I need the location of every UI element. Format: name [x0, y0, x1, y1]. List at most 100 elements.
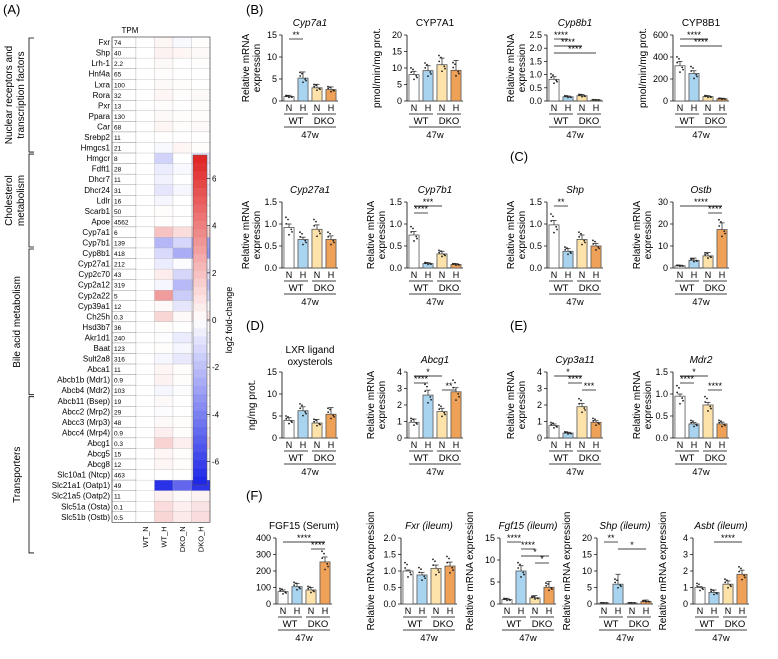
- data-point: [690, 65, 692, 68]
- tpm-value: 19: [114, 399, 122, 406]
- heatmap-cell: [172, 110, 192, 122]
- heatmap-cell: [172, 342, 192, 354]
- y-tick-label: 0: [397, 433, 402, 443]
- x-tick-label: N: [314, 270, 321, 280]
- x-tick-label: H: [453, 270, 460, 280]
- data-point: [455, 399, 457, 402]
- data-point: [313, 83, 315, 86]
- data-point: [598, 247, 600, 250]
- group-label-dko: DKO: [314, 283, 335, 294]
- y-tick-label: 0.5: [389, 241, 402, 251]
- y-tick-label: 2: [537, 400, 542, 410]
- y-tick-label: 200: [256, 566, 271, 576]
- colorbar-segment: [193, 262, 207, 272]
- heatmap-gene-label: Hmgcs1: [81, 144, 111, 153]
- data-point: [438, 249, 440, 252]
- heatmap-cell: [135, 110, 155, 122]
- significance-label: *: [540, 554, 544, 564]
- data-point: [455, 74, 457, 77]
- y-tick-label: 400: [653, 52, 668, 62]
- y-axis-label: pmol/min/mg prot.: [638, 28, 649, 108]
- heatmap-cell: [154, 511, 174, 523]
- heatmap-gene-label: Fxr: [98, 38, 110, 47]
- y-axis-label: Relative mRNA expression: [465, 512, 476, 631]
- heatmap-cell: [172, 363, 192, 375]
- heatmap-column-label: WT_N: [141, 526, 150, 547]
- y-tick-label: 0.5: [383, 583, 396, 593]
- heatmap-cell: [172, 216, 192, 228]
- data-point: [597, 246, 600, 248]
- chart-title: CYP8B1: [682, 18, 721, 29]
- data-point: [537, 597, 539, 600]
- tpm-value: 316: [114, 357, 125, 364]
- heatmap-cell: [135, 36, 155, 48]
- chart-title: FGF15 (Serum): [269, 521, 339, 532]
- heatmap-cell: [135, 47, 155, 59]
- heatmap-cell: [154, 57, 174, 69]
- data-point: [592, 420, 595, 422]
- heatmap-cell: [172, 205, 192, 217]
- heatmap-gene-label: Abcb4 (Mdr2): [62, 386, 111, 395]
- data-point: [741, 578, 743, 581]
- data-point: [424, 383, 426, 386]
- age-label: 47w: [301, 297, 319, 308]
- data-point: [285, 94, 287, 97]
- data-point: [555, 79, 558, 82]
- tpm-value: 103: [114, 388, 125, 395]
- y-tick-label: 20: [658, 219, 668, 229]
- heatmap-gene-label: Ch25h: [86, 312, 110, 321]
- data-point: [410, 573, 412, 576]
- y-tick-label: 5: [272, 74, 277, 84]
- tpm-value: 0.3: [114, 441, 123, 448]
- y-tick-label: 0: [266, 599, 271, 609]
- heatmap-cell: [135, 258, 155, 270]
- heatmap-gene-label: Abcg1: [87, 439, 110, 448]
- data-point: [580, 399, 582, 402]
- data-point: [712, 589, 714, 592]
- chart-title: Shp: [566, 185, 584, 196]
- data-point: [305, 241, 307, 244]
- y-tick-label: 200: [653, 74, 668, 84]
- data-point: [416, 423, 418, 425]
- data-point: [285, 415, 287, 417]
- data-point: [533, 595, 535, 598]
- data-point: [710, 256, 712, 259]
- data-point: [704, 94, 706, 97]
- y-tick-label: 0.0: [529, 96, 542, 106]
- y-tick-label: 15: [485, 533, 495, 543]
- x-tick-label: H: [643, 606, 650, 616]
- data-point: [426, 63, 428, 66]
- y-tick-label: 10: [658, 241, 668, 251]
- data-point: [724, 578, 726, 581]
- heatmap-cell: [135, 216, 155, 228]
- significance-label: ****: [297, 533, 312, 543]
- data-point: [316, 89, 318, 92]
- heatmap-gene-label: Abcc4 (Mrp4): [62, 428, 110, 437]
- data-point: [724, 581, 727, 584]
- y-tick-label: 5: [272, 411, 277, 421]
- chart-title: Cyp8b1: [558, 18, 592, 29]
- data-point: [430, 263, 432, 265]
- heatmap-gene-label: Ldlr: [97, 196, 111, 205]
- data-point: [299, 402, 301, 405]
- data-point: [452, 61, 454, 64]
- heatmap-cell: [172, 57, 192, 69]
- x-tick-label: N: [579, 440, 586, 450]
- significance-label: *: [533, 547, 537, 557]
- heatmap-cell: [154, 395, 174, 407]
- data-point: [412, 227, 414, 230]
- colorbar-segment: [193, 204, 207, 214]
- data-point: [412, 68, 414, 71]
- data-point: [503, 597, 505, 600]
- chart-title: Cyp7a1: [293, 18, 327, 29]
- heatmap-cell: [135, 385, 155, 396]
- significance-label: ****: [708, 204, 723, 214]
- tpm-value: 68: [114, 124, 122, 131]
- heatmap-cell: [191, 79, 211, 90]
- x-tick-label: H: [300, 440, 307, 450]
- colorbar-segment: [193, 353, 207, 362]
- tpm-value: 2.2: [114, 61, 123, 68]
- data-point: [718, 218, 720, 221]
- heatmap-cell: [191, 121, 211, 133]
- group-label-dko: DKO: [725, 619, 746, 630]
